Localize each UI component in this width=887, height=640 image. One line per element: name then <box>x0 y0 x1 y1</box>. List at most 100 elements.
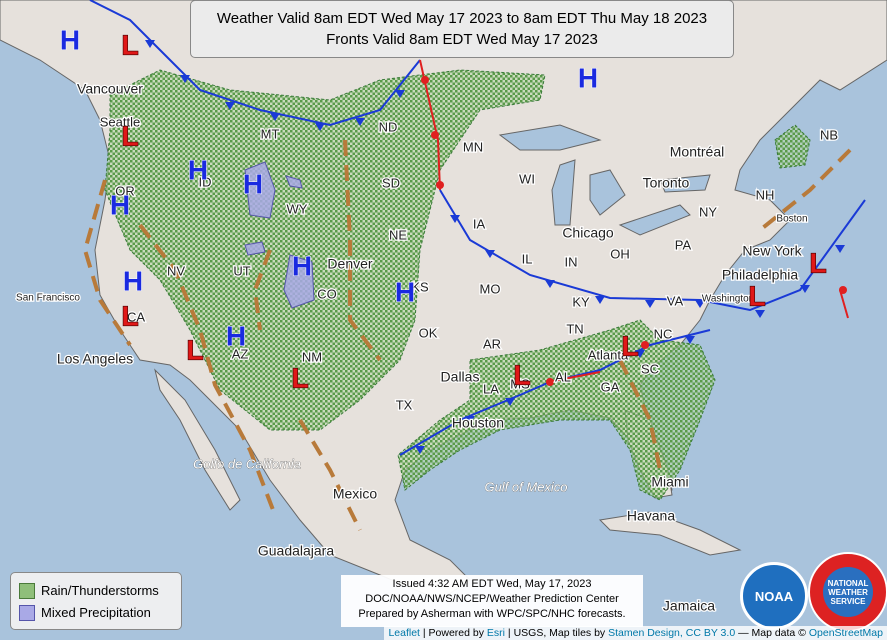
front-barb <box>355 118 365 126</box>
text: | USGS, Map tiles by <box>507 627 606 639</box>
place-label: WY <box>287 201 308 216</box>
mixed-area <box>244 241 266 256</box>
place-label: NV <box>167 263 185 278</box>
low-pressure: L <box>121 29 138 60</box>
cold-front <box>89 0 421 127</box>
front-barb <box>755 310 765 318</box>
cold-front <box>439 189 866 312</box>
front-barb <box>635 350 645 358</box>
place-label: Golfo de California <box>193 456 301 471</box>
high-pressure: H <box>243 168 263 199</box>
place-label: Seattle <box>100 114 140 129</box>
rain-area <box>104 69 546 431</box>
high-pressure: H <box>110 189 130 220</box>
low-pressure: L <box>748 280 765 311</box>
place-label: Houston <box>452 415 504 431</box>
place-label: NE <box>389 227 407 242</box>
place-label: Chicago <box>562 225 614 241</box>
trough <box>758 148 852 232</box>
front-barb <box>645 300 655 308</box>
front-barb <box>595 296 605 304</box>
place-label: Philadelphia <box>722 267 798 283</box>
issued-line: Prepared by Asherman with WPC/SPC/NHC fo… <box>358 608 626 620</box>
legend-label: Mixed Precipitation <box>41 605 151 620</box>
place-label: IL <box>522 251 533 266</box>
front-barb <box>315 123 325 131</box>
trough <box>298 418 362 531</box>
place-label: Miami <box>651 474 688 490</box>
link[interactable]: Leaflet <box>388 627 420 639</box>
mixed-area <box>283 254 315 309</box>
place-label: Havana <box>627 508 675 524</box>
front-barb <box>415 446 425 454</box>
place-label: NC <box>654 326 673 341</box>
place-label: AL <box>555 369 571 384</box>
low-pressure: L <box>121 120 138 151</box>
place-label: UT <box>233 263 250 278</box>
legend-label: Rain/Thunderstorms <box>41 583 159 598</box>
issued-line: Issued 4:32 AM EDT Wed, May 17, 2023 <box>392 578 592 590</box>
place-label: Washington <box>702 294 754 305</box>
front-barb <box>641 341 649 349</box>
place-label: New York <box>742 243 802 259</box>
front-barb <box>835 245 845 253</box>
place-label: NB <box>820 127 838 142</box>
mixed-area <box>244 161 276 219</box>
trough <box>82 179 132 347</box>
link[interactable]: OpenStreetMap <box>808 627 883 639</box>
text: | Powered by <box>422 627 484 639</box>
front-barb <box>685 336 695 344</box>
place-label: VA <box>667 293 684 308</box>
low-pressure: L <box>186 334 203 365</box>
place-label: OH <box>610 246 630 261</box>
place-label: KS <box>411 279 429 294</box>
place-label: Gulf of Mexico <box>484 479 567 494</box>
warm-front <box>839 289 849 319</box>
high-pressure: H <box>226 320 246 351</box>
place-label: Atlanta <box>588 347 629 362</box>
place-label: TX <box>396 397 413 412</box>
logo-text: NOAA <box>754 588 794 604</box>
front-barb <box>485 250 495 258</box>
front-barb <box>436 181 444 189</box>
link[interactable]: , CC BY 3.0 <box>679 627 736 639</box>
place-label: AR <box>483 336 501 351</box>
place-label: San Francisco <box>16 293 80 304</box>
place-label: NM <box>302 349 322 364</box>
issued-line: DOC/NOAA/NWS/NCEP/Weather Prediction Cen… <box>365 593 619 605</box>
noaa-logo[interactable]: NOAA <box>740 562 808 630</box>
nws-logo[interactable]: NATIONAL WEATHER SERVICE <box>808 552 887 632</box>
rain-area <box>397 319 716 501</box>
warm-front <box>547 371 601 383</box>
link[interactable]: Esri <box>486 627 505 639</box>
title: Weather Valid 8am EDT Wed May 17 2023 to… <box>216 10 708 27</box>
baja <box>154 368 241 511</box>
front-barb <box>505 398 515 406</box>
place-label: WI <box>519 171 535 186</box>
trough <box>618 359 662 471</box>
high-pressure: H <box>292 250 312 281</box>
legend: Rain/Thunderstorms Mixed Precipitation <box>10 572 182 630</box>
logo-text: NATIONAL WEATHER SERVICE <box>823 567 873 617</box>
link[interactable]: Stamen Design <box>608 627 680 639</box>
place-label: SC <box>641 361 659 376</box>
place-label: PA <box>675 237 692 252</box>
front-barb <box>225 102 235 110</box>
place-label: OR <box>115 183 135 198</box>
front-barb <box>546 378 554 386</box>
place-label: Montréal <box>670 144 724 160</box>
place-label: TN <box>566 321 583 336</box>
place-label: IA <box>473 216 486 231</box>
front-barb <box>145 40 155 48</box>
trough <box>138 223 277 516</box>
place-label: AZ <box>232 346 249 361</box>
low-pressure: L <box>291 362 308 393</box>
warm-front <box>419 59 441 191</box>
high-pressure: H <box>123 265 143 296</box>
front-barb <box>450 215 460 223</box>
low-pressure: L <box>809 247 826 278</box>
issued-box: Issued 4:32 AM EDT Wed, May 17, 2023 DOC… <box>341 575 643 627</box>
place-label: CO <box>317 286 337 301</box>
